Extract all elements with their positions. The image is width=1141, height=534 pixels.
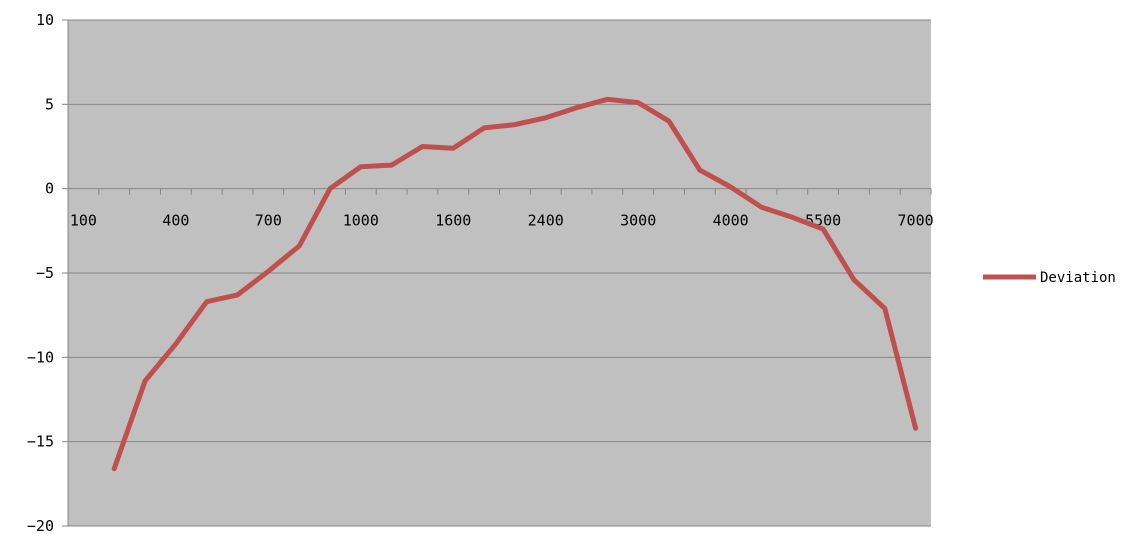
y-tick-label: −10 xyxy=(27,348,54,366)
x-tick-label: 7000 xyxy=(898,212,934,230)
x-tick-label: 100 xyxy=(70,212,97,230)
y-tick-label: −15 xyxy=(27,433,54,451)
x-tick-label: 1600 xyxy=(435,212,471,230)
y-axis: 10 5 0 −5 −10 −15 −20 xyxy=(27,11,69,534)
series-group xyxy=(111,96,919,472)
y-tick-label: 10 xyxy=(36,11,54,29)
x-tick-label: 3000 xyxy=(620,212,656,230)
x-tick-label: 700 xyxy=(255,212,282,230)
x-tick-label: 2400 xyxy=(528,212,564,230)
y-tick-label: 5 xyxy=(45,95,54,113)
x-tick-label: 1000 xyxy=(343,212,379,230)
y-tick-label: −20 xyxy=(27,517,54,534)
x-axis: 100 400 700 1000 1600 2400 3000 4000 5500 7000 xyxy=(67,188,934,230)
x-tick-label: 400 xyxy=(162,212,189,230)
legend: Deviation xyxy=(983,270,1116,286)
series-line-deviation xyxy=(111,96,919,472)
x-tick-label: 4000 xyxy=(713,212,749,230)
y-tick-label: −5 xyxy=(36,264,54,282)
gridlines xyxy=(68,19,931,527)
legend-label-deviation: Deviation xyxy=(1040,270,1116,286)
y-tick-label: 0 xyxy=(45,180,54,198)
